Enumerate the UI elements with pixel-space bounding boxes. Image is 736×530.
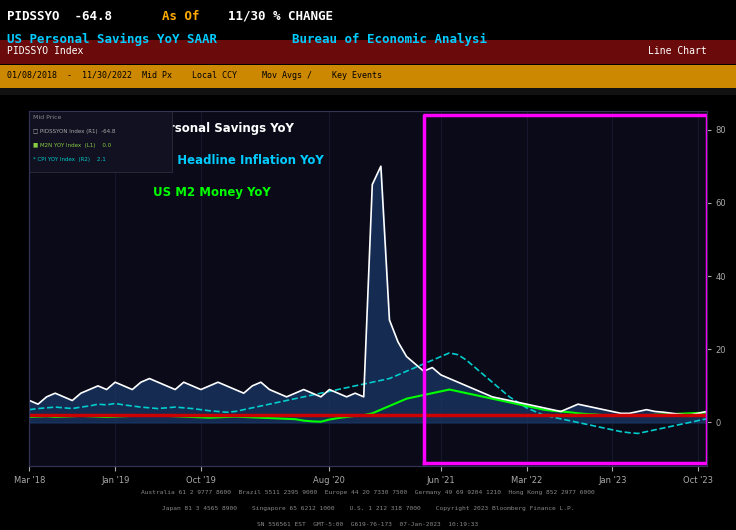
Text: ■ M2N YOY Index  (L1)    0.0: ■ M2N YOY Index (L1) 0.0 <box>33 143 111 148</box>
FancyBboxPatch shape <box>0 88 736 95</box>
Text: US Headline Inflation YoY: US Headline Inflation YoY <box>155 154 324 167</box>
Text: US Personal Savings YoY SAAR          Bureau of Economic Analysi: US Personal Savings YoY SAAR Bureau of E… <box>7 33 487 47</box>
Text: US M2 Money YoY: US M2 Money YoY <box>153 186 271 199</box>
FancyBboxPatch shape <box>0 65 736 88</box>
Text: Mid Price: Mid Price <box>33 115 61 120</box>
Text: PIDSSYO  -64.8: PIDSSYO -64.8 <box>7 10 172 23</box>
Text: PIDSSYO Index: PIDSSYO Index <box>7 46 84 56</box>
Text: As Of: As Of <box>162 10 199 23</box>
Text: Line Chart: Line Chart <box>648 46 707 56</box>
FancyBboxPatch shape <box>29 111 171 172</box>
Text: Australia 61 2 9777 8600  Brazil 5511 2395 9000  Europe 44 20 7330 7500  Germany: Australia 61 2 9777 8600 Brazil 5511 239… <box>141 490 595 495</box>
Text: * CPI YOY Index  (R2)    2.1: * CPI YOY Index (R2) 2.1 <box>33 157 105 163</box>
Text: SN 556561 EST  GMT-5:00  G619-76-173  07-Jan-2023  10:19:33: SN 556561 EST GMT-5:00 G619-76-173 07-Ja… <box>258 522 478 527</box>
Text: 01/08/2018  -  11/30/2022  Mid Px    Local CCY     Mov Avgs /    Key Events: 01/08/2018 - 11/30/2022 Mid Px Local CCY… <box>7 71 383 80</box>
Text: Japan 81 3 4565 8900    Singapore 65 6212 1000    U.S. 1 212 318 7000    Copyrig: Japan 81 3 4565 8900 Singapore 65 6212 1… <box>162 506 574 511</box>
Text: US Personal Savings YoY: US Personal Savings YoY <box>130 122 294 135</box>
Text: □ PIDSSYON Index (R1)  -64.8: □ PIDSSYON Index (R1) -64.8 <box>33 129 116 134</box>
FancyBboxPatch shape <box>0 40 736 64</box>
Text: 11/30 % CHANGE: 11/30 % CHANGE <box>213 10 333 23</box>
